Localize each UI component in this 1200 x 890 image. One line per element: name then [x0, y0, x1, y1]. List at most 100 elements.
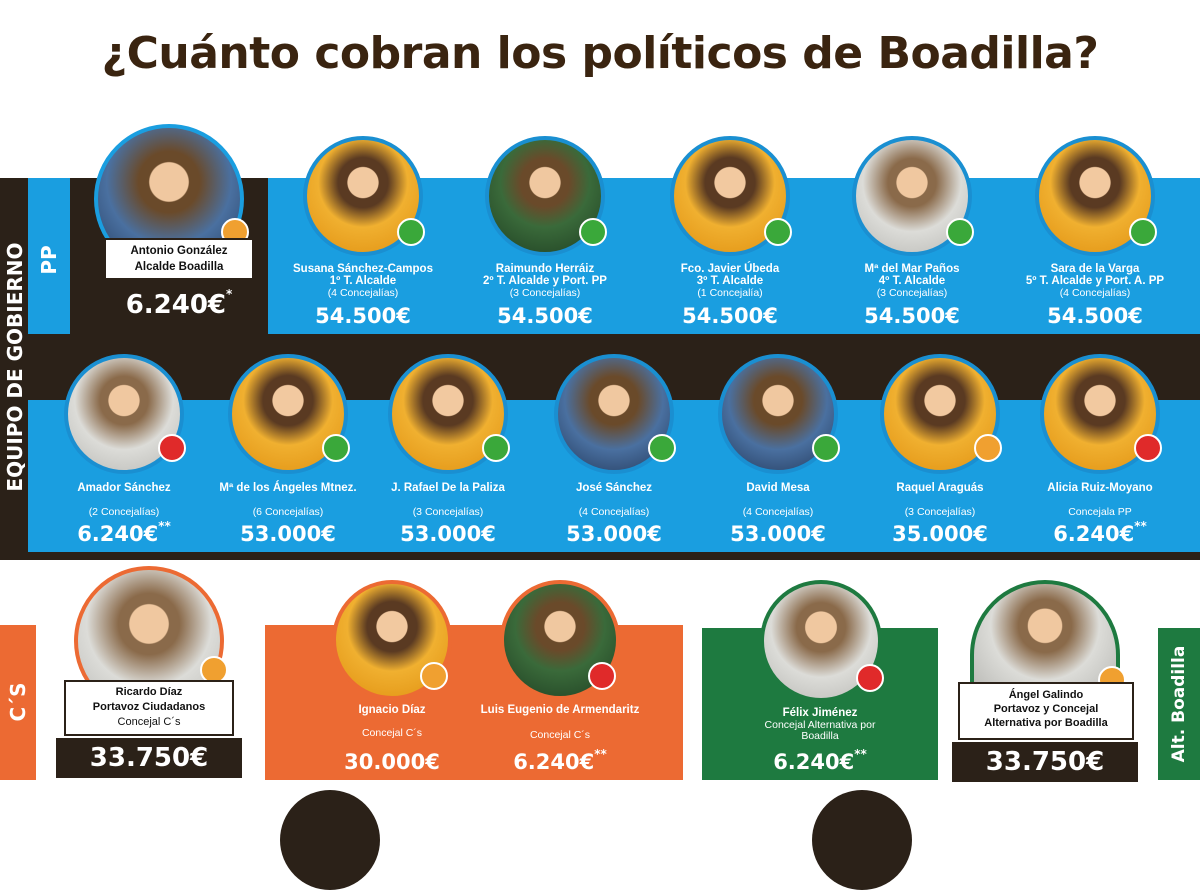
row2-name: Raquel Araguás: [896, 482, 984, 494]
row2-name: David Mesa: [746, 482, 810, 494]
alt-member-amount: 6.240€**: [702, 747, 938, 774]
row2-amount-value: 6.240€: [77, 522, 159, 546]
row1-sub: (3 Concejalías): [876, 287, 948, 299]
alt-member-amount-value: 6.240€: [773, 750, 855, 774]
alcalde-amount-mark: *: [226, 287, 233, 301]
row2-sub: (3 Concejalías): [412, 506, 484, 518]
status-dot-green: [482, 434, 510, 462]
row2-photo: [388, 354, 508, 474]
row2-amount: 53.000€: [532, 522, 696, 546]
row2-amount-value: 53.000€: [566, 522, 662, 546]
alcalde-amount-value: 6.240€: [125, 290, 227, 320]
row2-sub: Concejala PP: [1068, 506, 1132, 518]
row1-amount: 54.500€: [682, 304, 778, 328]
row2-sub: (3 Concejalías): [904, 506, 976, 518]
row2-amount: 6.240€**: [1018, 519, 1182, 546]
row2-amount-value: 53.000€: [400, 522, 496, 546]
next-row-photo-edge: [280, 790, 380, 890]
status-dot-green: [579, 218, 607, 246]
cs-portavoz-card: Ricardo Díaz Portavoz Ciudadanos Conceja…: [64, 680, 234, 736]
cs-label-bar: [0, 625, 36, 780]
row2-name: José Sánchez: [575, 482, 653, 494]
row1-sub: (4 Concejalías): [327, 287, 399, 299]
row1-role: 1º T. Alcalde: [329, 275, 397, 287]
cs-member-amount: 30.000€: [312, 750, 472, 774]
status-dot-orange: [974, 434, 1002, 462]
status-dot-green: [397, 218, 425, 246]
row1-amount: 54.500€: [864, 304, 960, 328]
row2-sub: (4 Concejalías): [742, 506, 814, 518]
status-dot-green: [946, 218, 974, 246]
gobierno-label: EQUIPO DE GOBIERNO: [3, 242, 27, 492]
row2-sub: (4 Concejalías): [578, 506, 650, 518]
row2-sub: (2 Concejalías): [88, 506, 160, 518]
cs-portavoz-amount: 33.750€: [56, 738, 242, 778]
row1-name: Susana Sánchez-Campos: [293, 263, 433, 275]
page-title: ¿Cuánto cobran los políticos de Boadilla…: [101, 28, 1099, 79]
row2-amount: 53.000€: [206, 522, 370, 546]
row2-name: Alicia Ruiz-Moyano: [1047, 482, 1153, 494]
cs-portavoz-sub: Concejal C´s: [117, 716, 181, 728]
status-dot-red: [856, 664, 884, 692]
alt-label: Alt. Boadilla: [1169, 645, 1189, 763]
row2-amount-value: 35.000€: [892, 522, 988, 546]
pp-label-bar: [28, 178, 70, 334]
status-dot-red: [588, 662, 616, 690]
status-dot-red: [158, 434, 186, 462]
row1-name: Sara de la Varga: [1050, 263, 1140, 275]
row1-role: 4º T. Alcalde: [878, 275, 946, 287]
status-dot-orange: [420, 662, 448, 690]
status-dot-green: [764, 218, 792, 246]
status-dot-green: [322, 434, 350, 462]
cs-label: C´S: [6, 682, 30, 722]
alt-member-name: Félix Jiménez: [782, 707, 858, 719]
row1-name: Mª del Mar Paños: [864, 263, 960, 275]
row1-amount: 54.500€: [315, 304, 411, 328]
alt-portavoz-card: Ángel Galindo Portavoz y Concejal Altern…: [958, 682, 1134, 740]
row1-name: Raimundo Herráiz: [495, 263, 595, 275]
row1-role: 5º T. Alcalde y Port. A. PP: [1025, 275, 1165, 287]
cs-portavoz-role: Portavoz Ciudadanos: [92, 701, 206, 713]
row2-amount-value: 53.000€: [240, 522, 336, 546]
status-dot-green: [812, 434, 840, 462]
alt-member-amount-mark: **: [854, 747, 867, 761]
cs-member-sub: Concejal C´s: [529, 729, 591, 741]
row1-role: 3º T. Alcalde: [696, 275, 764, 287]
alt-label-bar: [1158, 628, 1200, 780]
row2-amount-mark: **: [158, 519, 171, 533]
alt-member-sub: Concejal Alternativa por Boadilla: [764, 719, 876, 742]
row2-name: Mª de los Ángeles Mtnez.: [219, 482, 357, 494]
pp-label: PP: [37, 245, 61, 275]
alcalde-amount: 6.240€*: [90, 287, 268, 320]
row2-amount-mark: **: [1134, 519, 1147, 533]
row2-amount: 53.000€: [696, 522, 860, 546]
row2-amount: 35.000€: [858, 522, 1022, 546]
row1-amount: 54.500€: [497, 304, 593, 328]
next-row-photo-edge: [812, 790, 912, 890]
alt-portavoz-name: Ángel Galindo: [1008, 689, 1084, 701]
row1-amount: 54.500€: [1047, 304, 1143, 328]
row1-name: Fco. Javier Úbeda: [680, 263, 780, 275]
cs-member-name: Luis Eugenio de Armendaritz: [480, 704, 640, 716]
row2-amount-value: 53.000€: [730, 522, 826, 546]
alt-portavoz-role: Portavoz y Concejal Alternativa por Boad…: [984, 703, 1108, 729]
row2-name: Amador Sánchez: [77, 482, 171, 494]
cs-member-amount-value: 6.240€: [513, 750, 595, 774]
row2-name: J. Rafael De la Paliza: [391, 482, 505, 494]
row2-amount-value: 6.240€: [1053, 522, 1135, 546]
cs-member-amount-mark: **: [594, 747, 607, 761]
row1-sub: (1 Concejalía): [697, 287, 763, 299]
alcalde-name: Antonio González: [130, 245, 228, 257]
row1-role: 2º T. Alcalde y Port. PP: [483, 275, 607, 287]
row2-amount: 6.240€**: [42, 519, 206, 546]
row1-sub: (4 Concejalías): [1059, 287, 1131, 299]
status-dot-green: [648, 434, 676, 462]
status-dot-green: [1129, 218, 1157, 246]
row2-sub: (6 Concejalías): [252, 506, 324, 518]
alt-portavoz-amount: 33.750€: [952, 742, 1138, 782]
row1-sub: (3 Concejalías): [509, 287, 581, 299]
row2-amount: 53.000€: [366, 522, 530, 546]
alcalde-role: Alcalde Boadilla: [134, 261, 224, 273]
cs-portavoz-name: Ricardo Díaz: [115, 686, 183, 698]
cs-member-name: Ignacio Díaz: [358, 704, 426, 716]
